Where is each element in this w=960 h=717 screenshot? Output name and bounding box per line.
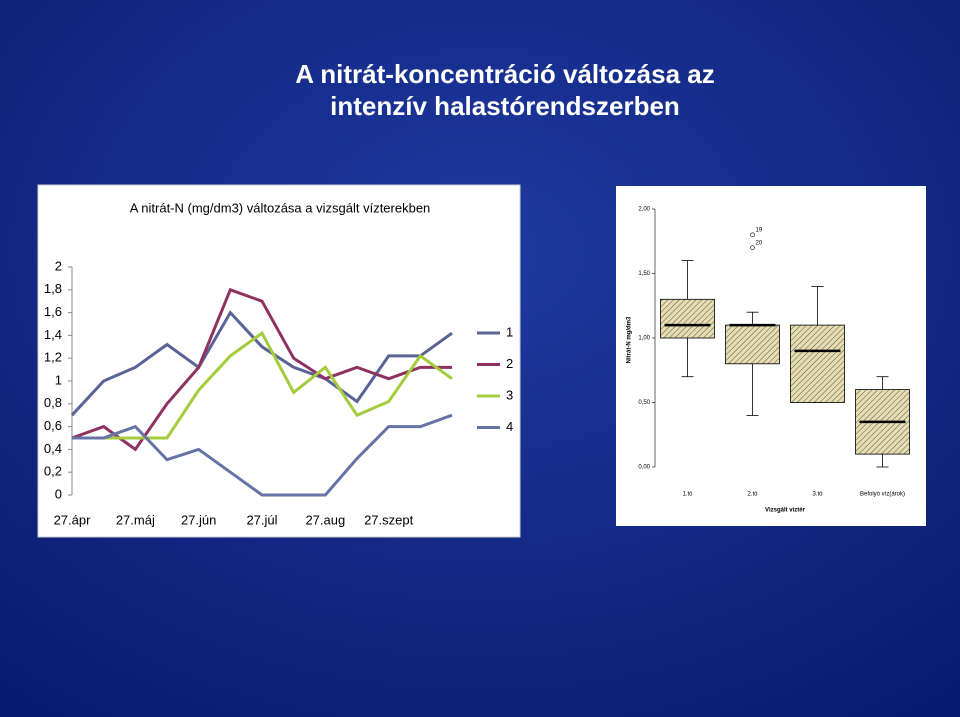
x-tick-label: 27.ápr (54, 512, 92, 527)
x-tick-label: 27.szept (364, 512, 414, 527)
outlier-label: 19 (756, 227, 763, 233)
y-tick-label: 0,4 (44, 441, 62, 456)
series-line (70, 310, 453, 417)
y-axis-title: Nitrát-N mg/dm3 (627, 316, 633, 363)
y-tick-label: 2,00 (638, 207, 650, 213)
x-tick-label: 27.aug (305, 512, 345, 527)
box (660, 298, 715, 339)
box (725, 324, 780, 365)
series-line (72, 413, 453, 497)
box (790, 324, 845, 403)
chart-title: A nitrát-N (mg/dm3) változása a vizsgált… (130, 200, 431, 215)
outlier (750, 245, 755, 250)
y-tick-label: 0,8 (44, 395, 62, 410)
x-tick-label: 1.tó (682, 492, 693, 498)
legend-label: 1 (506, 324, 513, 339)
y-tick-label: 0,50 (638, 400, 650, 406)
y-tick-label: 0,2 (44, 464, 62, 479)
y-tick-label: 1 (55, 372, 62, 387)
x-tick-label: Befolyó víz(árok) (860, 492, 905, 498)
y-tick-label: 0 (55, 486, 62, 501)
x-tick-label: 27.máj (116, 512, 155, 527)
series-line (71, 287, 452, 452)
slide-title: A nitrát-koncentráció változása az (295, 59, 715, 89)
x-tick-label: 27.jún (181, 512, 216, 527)
x-tick-label: 3.tó (812, 492, 823, 498)
outlier (750, 232, 755, 238)
y-tick-label: 1,4 (44, 327, 62, 342)
box-chart: 0,00 0,50 1,00 1,50 2,00 Nitrát-N mg/dm3 Vizsg… (627, 207, 910, 514)
series-line (72, 330, 453, 440)
x-tick-label: 2.tó (747, 492, 758, 498)
y-tick-label: 1,00 (638, 336, 650, 342)
y-tick-label: 1,8 (44, 281, 62, 296)
y-tick-label: 0,00 (638, 465, 650, 471)
y-tick-label: 1,6 (44, 304, 62, 319)
line-chart: A nitrát-N (mg/dm3) változása a vizsgált… (44, 200, 513, 527)
slide-title: intenzív halastórendszerben (330, 91, 680, 121)
x-tick-label: 27.júl (246, 512, 277, 527)
y-tick-label: 2 (55, 258, 62, 273)
outlier-label: 20 (756, 240, 763, 246)
legend-label: 3 (506, 387, 513, 402)
y-tick-label: 1,50 (638, 271, 650, 277)
y-tick-label: 0,6 (44, 418, 62, 433)
line-chart-panel (37, 184, 521, 538)
legend-label: 2 (506, 356, 513, 371)
y-tick-label: 1,2 (44, 350, 62, 365)
x-axis-title: Vizsgált víztér (765, 508, 806, 514)
legend-label: 4 (506, 419, 513, 434)
